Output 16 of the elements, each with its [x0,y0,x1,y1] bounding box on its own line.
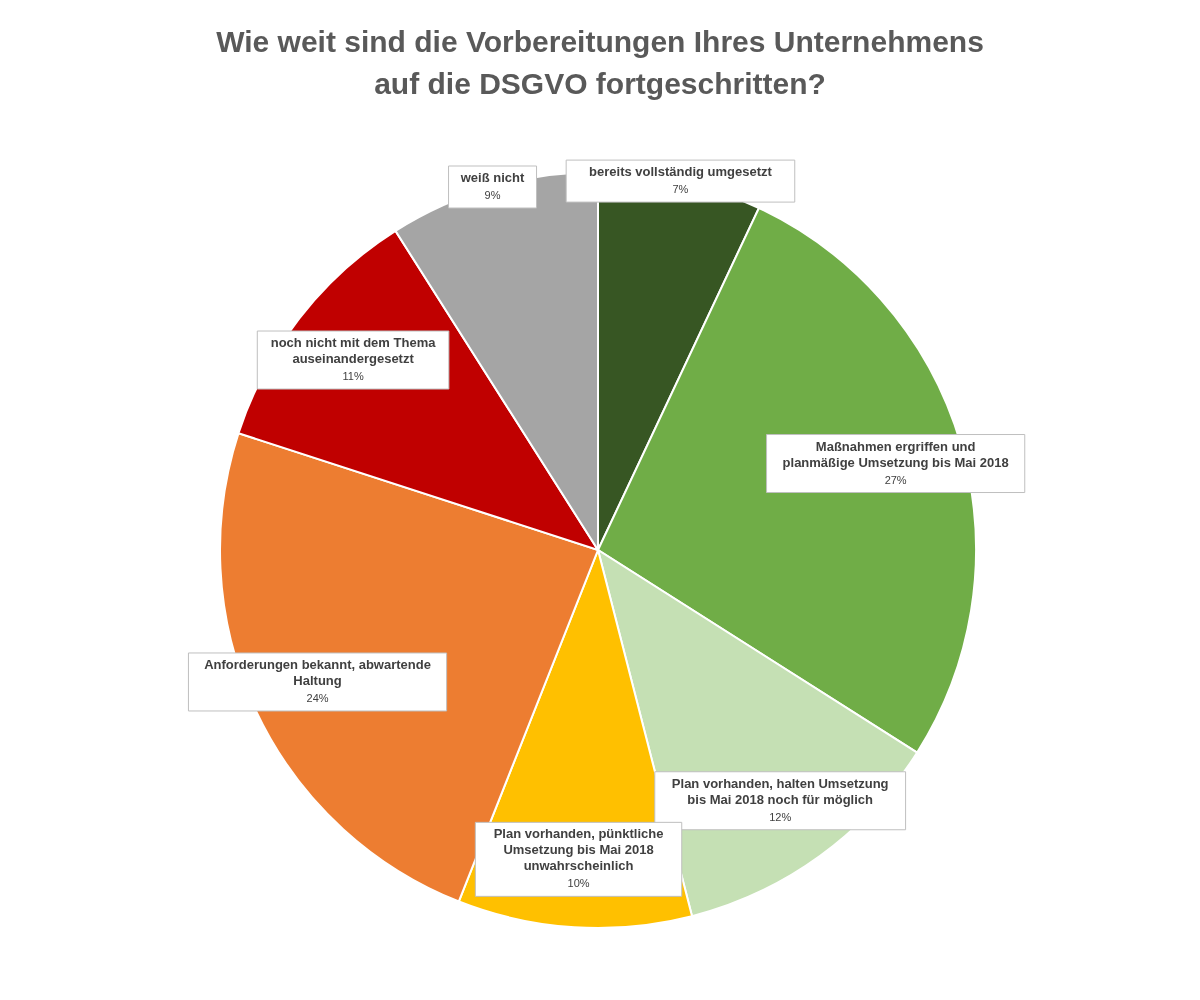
slice-label: Plan vorhanden, pünktliche Umsetzung bis Mai 2018 unwahrscheinlich [493,826,664,874]
slice-label: noch nicht mit dem Thema auseinandergesetzt [270,335,437,367]
data-label: 27% [884,473,907,486]
slice-label: Anforderungen bekannt, abwartende Haltung [204,656,431,688]
data-label: 7% [672,183,689,196]
data-label: 10% [567,877,590,890]
text: Wie weit sind die Vorbereitungen Ihres Unternehmens [216,25,984,58]
slice-label: Maßnahmen ergriffen und planmäßige Umsetzung bis Mai 2018 [782,438,1009,470]
data-label: 11% [342,370,364,383]
data-label: 12% [769,810,792,823]
slice-label: weiß nicht [459,170,525,186]
data-label: 24% [306,691,329,704]
text: auf die DSGVO fortgeschritten? [374,67,826,100]
slice-label: bereits vollständig umgesetzt [589,164,773,180]
slice-label: Plan vorhanden, halten Umsetzung bis Mai 2018 noch für möglich [671,775,889,807]
data-label: 9% [484,189,501,202]
